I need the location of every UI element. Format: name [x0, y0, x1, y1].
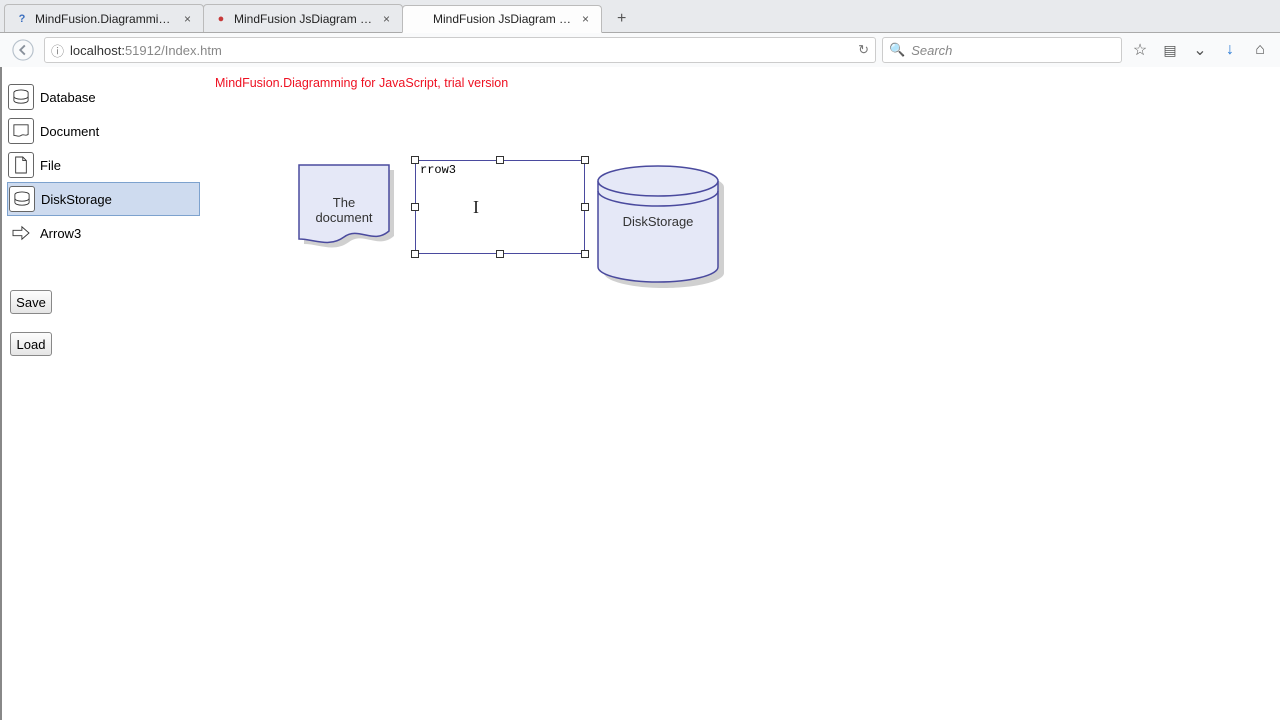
save-button[interactable]: Save: [10, 290, 52, 314]
diagram-node-editing[interactable]: rrow3 I: [415, 160, 585, 254]
new-tab-button[interactable]: +: [611, 6, 632, 32]
url-text: localhost:51912/Index.htm: [70, 43, 222, 58]
database-icon: [8, 84, 34, 110]
browser-chrome: ? MindFusion.Diagramming ... × ● MindFus…: [0, 0, 1280, 67]
site-info-icon[interactable]: ⓘ: [51, 41, 64, 60]
tab-favicon-icon: [413, 12, 427, 26]
resize-handle[interactable]: [581, 250, 589, 258]
diagram-node-diskstorage[interactable]: DiskStorage: [597, 165, 719, 283]
home-icon[interactable]: ⌂: [1248, 38, 1272, 62]
tab-bar: ? MindFusion.Diagramming ... × ● MindFus…: [0, 0, 1280, 33]
resize-handle[interactable]: [411, 250, 419, 258]
back-button[interactable]: [8, 36, 38, 64]
resize-handle[interactable]: [581, 203, 589, 211]
text-cursor-icon: I: [473, 197, 479, 218]
palette-item-diskstorage[interactable]: DiskStorage: [7, 182, 200, 216]
arrow-icon: [8, 220, 34, 246]
node-edit-text[interactable]: rrow3: [420, 163, 456, 177]
tab-title: MindFusion JsDiagram Sample ...: [433, 12, 574, 26]
diskstorage-icon: [9, 186, 35, 212]
node-label: DiskStorage: [597, 214, 719, 229]
browser-search[interactable]: 🔍 Search: [882, 37, 1122, 63]
palette-label: Arrow3: [40, 226, 81, 241]
file-icon: [8, 152, 34, 178]
palette-item-arrow3[interactable]: Arrow3: [7, 216, 207, 250]
library-icon[interactable]: ▤: [1158, 38, 1182, 62]
tab-favicon-icon: ?: [15, 12, 29, 26]
diagram-canvas[interactable]: Thedocument rrow3 I Dis: [202, 67, 1280, 720]
palette-item-database[interactable]: Database: [7, 80, 207, 114]
nav-bar: ⓘ localhost:51912/Index.htm ↻ 🔍 Search ☆…: [0, 33, 1280, 67]
palette-item-file[interactable]: File: [7, 148, 207, 182]
tab-title: MindFusion JsDiagram Sa...: [234, 12, 375, 26]
palette-label: File: [40, 158, 61, 173]
url-bar[interactable]: ⓘ localhost:51912/Index.htm ↻: [44, 37, 876, 63]
tab-close-icon[interactable]: ×: [182, 12, 193, 26]
search-icon: 🔍: [889, 42, 905, 58]
browser-tab-active[interactable]: MindFusion JsDiagram Sample ... ×: [402, 5, 602, 33]
tab-close-icon[interactable]: ×: [381, 12, 392, 26]
resize-handle[interactable]: [411, 203, 419, 211]
diagram-node-document[interactable]: Thedocument: [298, 164, 390, 247]
tab-title: MindFusion.Diagramming ...: [35, 12, 176, 26]
palette-label: DiskStorage: [41, 192, 112, 207]
pocket-icon[interactable]: ⌄: [1188, 38, 1212, 62]
tab-close-icon[interactable]: ×: [580, 12, 591, 26]
reload-icon[interactable]: ↻: [858, 42, 869, 58]
resize-handle[interactable]: [496, 250, 504, 258]
search-placeholder: Search: [911, 43, 952, 58]
bookmark-icon[interactable]: ☆: [1128, 38, 1152, 62]
back-icon: [12, 39, 34, 61]
load-button[interactable]: Load: [10, 332, 52, 356]
page-content: Database Document File DiskStorage Arrow…: [0, 67, 1280, 720]
document-icon: [8, 118, 34, 144]
resize-handle[interactable]: [496, 156, 504, 164]
palette-label: Document: [40, 124, 99, 139]
downloads-icon[interactable]: ↓: [1218, 38, 1242, 62]
browser-tab[interactable]: ? MindFusion.Diagramming ... ×: [4, 4, 204, 32]
browser-tab[interactable]: ● MindFusion JsDiagram Sa... ×: [203, 4, 403, 32]
tab-favicon-icon: ●: [214, 12, 228, 26]
resize-handle[interactable]: [411, 156, 419, 164]
node-label: Thedocument: [298, 195, 390, 225]
shape-palette: Database Document File DiskStorage Arrow…: [7, 80, 207, 356]
palette-item-document[interactable]: Document: [7, 114, 207, 148]
resize-handle[interactable]: [581, 156, 589, 164]
palette-label: Database: [40, 90, 96, 105]
